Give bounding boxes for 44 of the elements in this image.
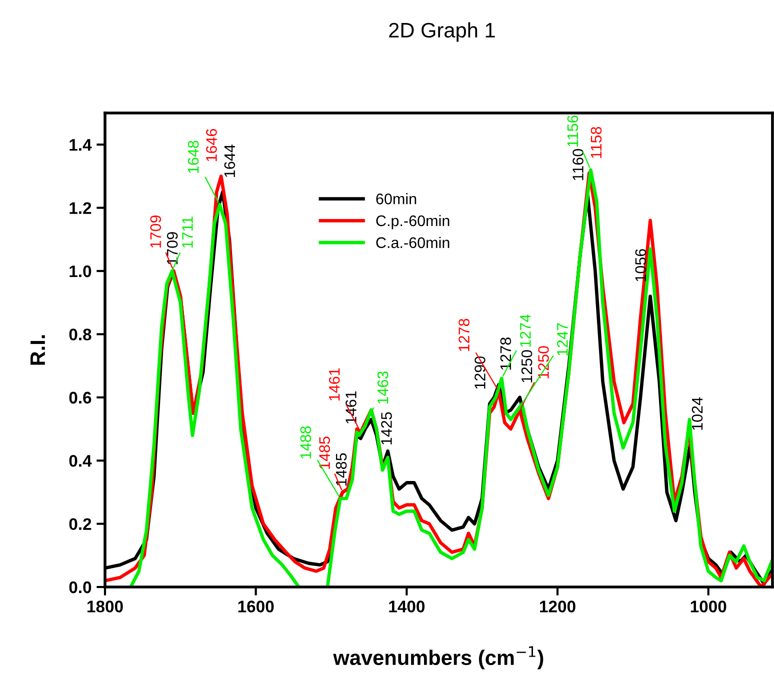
annotation: 1278 bbox=[458, 318, 470, 352]
annotation: 1461 bbox=[346, 391, 356, 424]
y-tick-label: 0.2 bbox=[69, 518, 92, 530]
annotation: 1247 bbox=[557, 323, 568, 356]
annotation: 1250 bbox=[538, 346, 549, 378]
y-axis-title: R.I. bbox=[30, 335, 45, 365]
annotation: 1250 bbox=[521, 350, 532, 382]
y-tick-label: 1.4 bbox=[70, 139, 92, 151]
x-tick-label: 1000 bbox=[690, 600, 726, 612]
annotation: 1646 bbox=[206, 128, 217, 162]
annotation: 1485 bbox=[336, 453, 347, 486]
y-tick-label: 0.0 bbox=[69, 581, 92, 594]
annotation: 1290 bbox=[474, 356, 486, 389]
annotation: 1709 bbox=[166, 232, 178, 264]
legend-label: 60min bbox=[376, 193, 416, 204]
annotation: 1274 bbox=[520, 314, 531, 347]
y-tick-label: 0.6 bbox=[69, 392, 92, 404]
x-tick-label: 1200 bbox=[540, 600, 576, 612]
annotation: 1644 bbox=[224, 144, 236, 177]
y-tick-label: 1.0 bbox=[70, 265, 92, 278]
x-tick-label: 1400 bbox=[389, 600, 425, 612]
annotation: 1158 bbox=[590, 126, 602, 158]
x-tick-label: 1800 bbox=[88, 600, 123, 612]
annotation: 1485 bbox=[319, 436, 330, 469]
annotation: 1709 bbox=[150, 216, 162, 248]
annotation: 1488 bbox=[300, 426, 312, 458]
annotation: 1463 bbox=[377, 371, 388, 404]
x-axis-title: wavenumbers (cm$^{−1}$) bbox=[333, 646, 544, 670]
y-tick-label: 0.4 bbox=[69, 455, 92, 467]
chart-title: 2D Graph 1 bbox=[389, 22, 495, 42]
legend-label: C.p.-60min bbox=[376, 214, 450, 230]
annotation: 1278 bbox=[500, 338, 512, 370]
annotation: 1461 bbox=[328, 368, 340, 400]
y-tick-label: 0.8 bbox=[69, 328, 92, 340]
annotation: 1056 bbox=[635, 249, 646, 282]
annotation: 1156 bbox=[567, 115, 578, 146]
annotation: 1711 bbox=[182, 216, 193, 248]
annotation: 1425 bbox=[381, 412, 392, 444]
annotation: 1160 bbox=[572, 149, 584, 180]
annotation: 1648 bbox=[188, 140, 199, 173]
y-tick-label: 1.2 bbox=[70, 202, 92, 214]
legend-label: C.a.-60min bbox=[376, 236, 450, 248]
x-tick-label: 1600 bbox=[238, 600, 274, 612]
annotation: 1024 bbox=[692, 397, 703, 430]
